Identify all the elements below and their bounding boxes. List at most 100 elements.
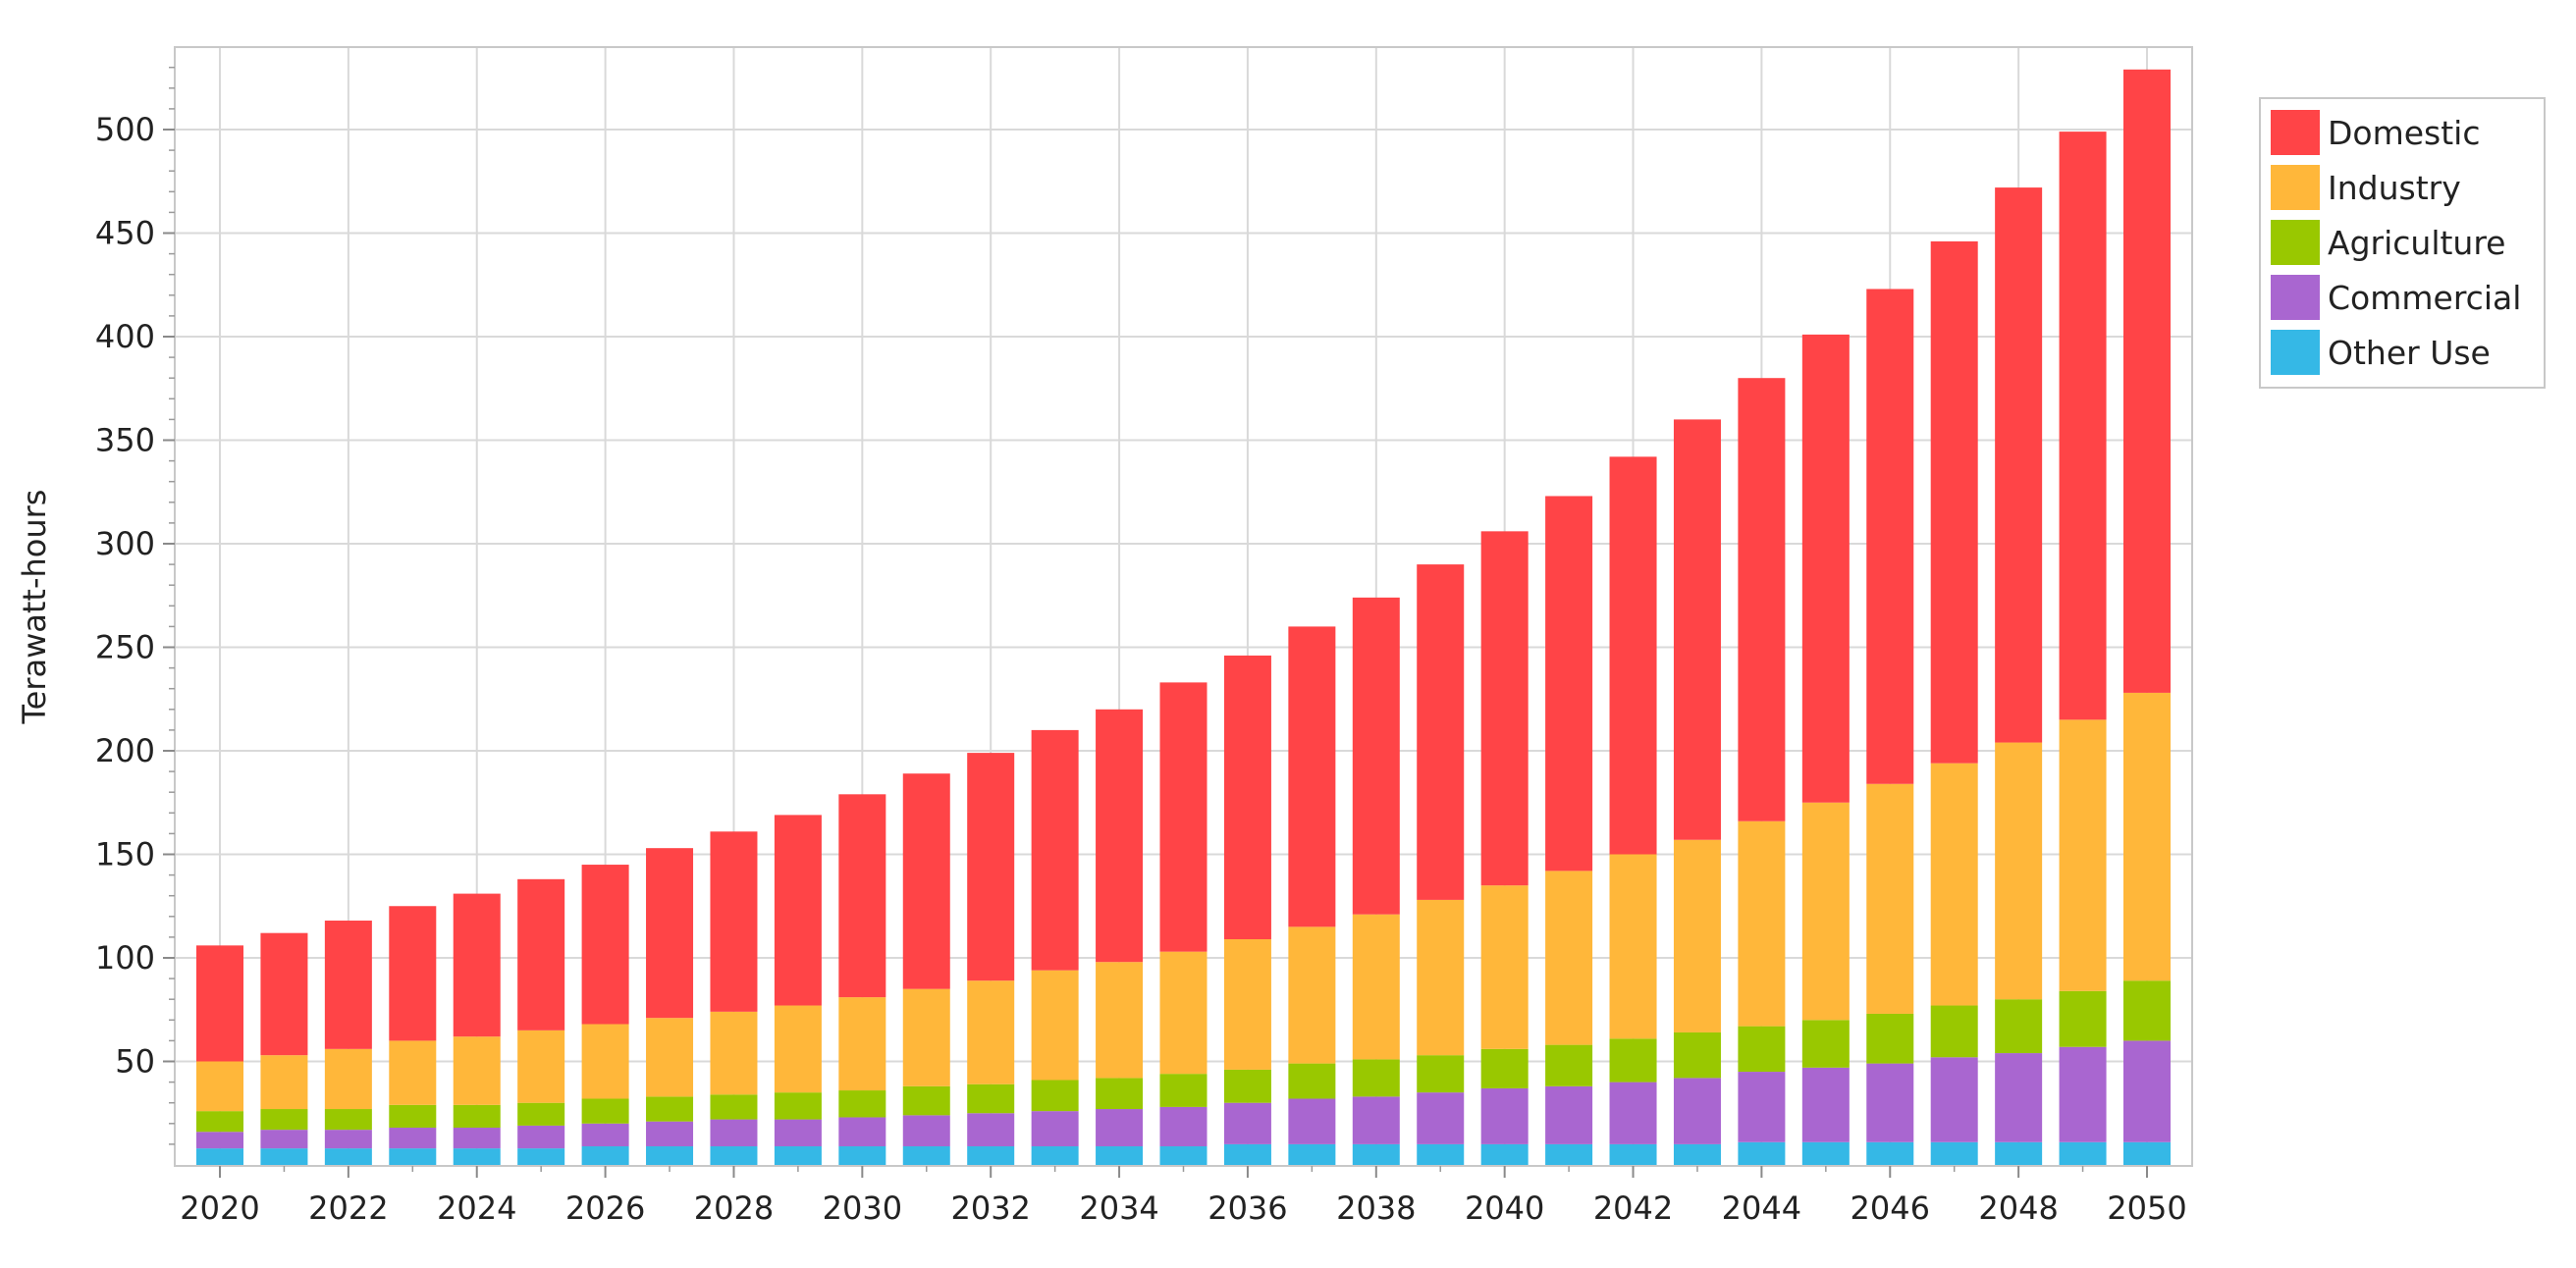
bar-domestic-2023 [389,906,437,1041]
bar-other-use-2023 [389,1148,437,1165]
y-tick-label: 250 [95,629,155,666]
bar-industry-2043 [1673,839,1721,1032]
legend-label-industry: Industry [2328,169,2461,207]
y-tick-label: 150 [95,836,155,873]
x-tick-label: 2028 [694,1189,774,1227]
bar-commercial-2032 [967,1113,1015,1147]
bar-other-use-2037 [1288,1143,1336,1165]
bar-commercial-2049 [2059,1046,2107,1142]
x-tick-label: 2034 [1079,1189,1158,1227]
bar-domestic-2026 [581,865,629,1025]
y-tick-label: 100 [95,939,155,977]
bar-domestic-2034 [1096,709,1144,963]
bar-agriculture-2036 [1223,1069,1271,1103]
bar-industry-2031 [902,988,950,1086]
bar-other-use-2029 [774,1146,822,1165]
bar-agriculture-2030 [838,1090,886,1118]
legend-label-domestic: Domestic [2328,114,2481,152]
x-tick-label: 2048 [1978,1189,2058,1227]
bar-agriculture-2034 [1096,1078,1144,1110]
bar-agriculture-2050 [2123,980,2171,1041]
bar-commercial-2029 [774,1119,822,1147]
x-tick-label: 2026 [565,1189,645,1227]
bar-other-use-2025 [517,1148,565,1165]
bar-agriculture-2032 [967,1083,1015,1114]
bar-domestic-2029 [774,815,822,1006]
bar-commercial-2047 [1930,1057,1978,1142]
bar-other-use-2044 [1738,1141,1786,1165]
legend-swatch-domestic [2271,110,2320,155]
bar-industry-2023 [389,1040,437,1105]
legend-swatch-other-use [2271,330,2320,375]
bar-industry-2041 [1545,871,1593,1045]
y-tick-label: 200 [95,732,155,769]
bar-commercial-2022 [324,1130,372,1149]
bar-agriculture-2046 [1866,1013,1914,1064]
bar-domestic-2031 [902,773,950,989]
bar-commercial-2043 [1673,1078,1721,1144]
y-axis-title: Terawatt-hours [16,490,53,725]
bar-industry-2026 [581,1024,629,1099]
bar-domestic-2039 [1417,564,1465,900]
x-tick-label: 2022 [308,1189,388,1227]
bar-industry-2036 [1223,939,1271,1070]
bar-commercial-2020 [196,1132,243,1149]
bar-other-use-2046 [1866,1141,1914,1165]
bar-industry-2032 [967,980,1015,1084]
bar-other-use-2032 [967,1146,1015,1165]
bar-domestic-2047 [1930,240,1978,764]
bar-agriculture-2033 [1031,1080,1079,1112]
y-tick-label: 400 [95,318,155,355]
bar-domestic-2025 [517,878,565,1030]
bar-commercial-2036 [1223,1102,1271,1144]
bar-domestic-2041 [1545,496,1593,872]
y-tick-label: 350 [95,422,155,459]
bar-other-use-2021 [260,1148,308,1165]
bar-industry-2028 [710,1011,758,1095]
legend-swatch-commercial [2271,275,2320,320]
bar-agriculture-2049 [2059,990,2107,1047]
bar-other-use-2050 [2123,1141,2171,1165]
bar-domestic-2043 [1673,419,1721,840]
bar-industry-2033 [1031,970,1079,1081]
bar-commercial-2040 [1480,1087,1529,1144]
x-tick-label: 2042 [1593,1189,1673,1227]
bar-commercial-2031 [902,1115,950,1147]
bar-other-use-2047 [1930,1141,1978,1165]
bar-domestic-2022 [324,921,372,1049]
bar-other-use-2045 [1801,1141,1850,1165]
bar-agriculture-2041 [1545,1044,1593,1086]
bar-other-use-2036 [1223,1143,1271,1165]
bar-industry-2039 [1417,899,1465,1056]
legend-swatch-agriculture [2271,220,2320,265]
bar-other-use-2028 [710,1146,758,1165]
bar-commercial-2039 [1417,1092,1465,1144]
bar-domestic-2020 [196,945,243,1062]
legend: Domestic Industry Agriculture Commercial Oth… [2259,97,2546,389]
x-tick-label: 2040 [1465,1189,1544,1227]
bar-other-use-2040 [1480,1143,1529,1165]
bar-agriculture-2044 [1738,1026,1786,1073]
bar-industry-2025 [517,1030,565,1103]
bar-commercial-2050 [2123,1040,2171,1142]
bar-domestic-2046 [1866,289,1914,784]
bar-agriculture-2040 [1480,1048,1529,1088]
bar-other-use-2042 [1609,1143,1657,1165]
bar-industry-2050 [2123,692,2171,981]
bar-agriculture-2028 [710,1094,758,1120]
legend-label-commercial: Commercial [2328,279,2521,317]
bar-industry-2049 [2059,719,2107,991]
y-tick-label: 500 [95,111,155,148]
bar-industry-2046 [1866,783,1914,1014]
bar-industry-2038 [1352,914,1400,1060]
bar-domestic-2024 [453,893,501,1037]
x-tick-label: 2020 [180,1189,259,1227]
bar-domestic-2021 [260,932,308,1056]
x-tick-label: 2038 [1336,1189,1416,1227]
bar-other-use-2027 [646,1146,694,1165]
bar-industry-2029 [774,1005,822,1093]
y-tick-label: 50 [115,1043,155,1081]
y-tick-label: 300 [95,525,155,562]
bar-domestic-2037 [1288,626,1336,927]
